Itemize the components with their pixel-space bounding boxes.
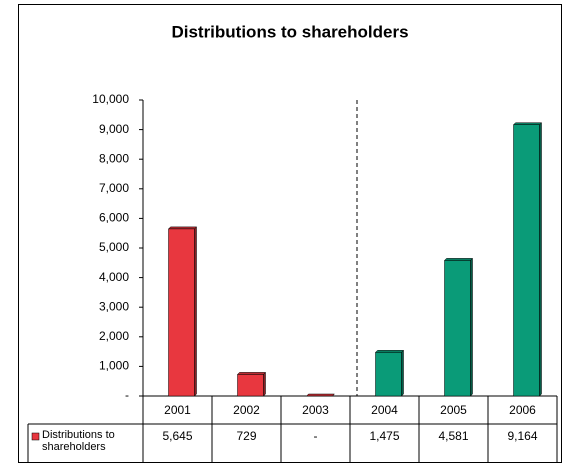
bar-side bbox=[263, 371, 266, 397]
bar bbox=[237, 374, 264, 397]
bar bbox=[513, 124, 540, 397]
y-tick-label: 10,000 bbox=[92, 92, 129, 106]
table-value: - bbox=[314, 429, 318, 443]
bar bbox=[444, 260, 471, 397]
y-tick-label: 1,000 bbox=[99, 359, 129, 373]
y-tick-label: 9,000 bbox=[99, 122, 129, 136]
y-tick-label: 7,000 bbox=[99, 181, 129, 195]
bar-side bbox=[539, 122, 542, 397]
x-tick-label: 2001 bbox=[164, 403, 191, 417]
bar-top bbox=[236, 372, 267, 375]
legend-label: Distributions to shareholders bbox=[42, 429, 115, 453]
table-value: 4,581 bbox=[438, 429, 468, 443]
bar-top bbox=[374, 350, 405, 353]
y-tick-label: - bbox=[125, 388, 129, 402]
x-tick-label: 2002 bbox=[233, 403, 260, 417]
table-value: 1,475 bbox=[369, 429, 399, 443]
bar-top bbox=[305, 393, 336, 397]
y-tick-label: 8,000 bbox=[99, 151, 129, 165]
bar-side bbox=[470, 257, 473, 397]
y-tick-label: 5,000 bbox=[99, 240, 129, 254]
x-tick-label: 2005 bbox=[440, 403, 467, 417]
bar-top bbox=[167, 226, 198, 230]
y-tick-label: 3,000 bbox=[99, 299, 129, 313]
chart-title: Distributions to shareholders bbox=[171, 22, 408, 41]
x-tick-label: 2003 bbox=[302, 403, 329, 417]
y-tick-label: 4,000 bbox=[99, 270, 129, 284]
bar bbox=[168, 228, 195, 397]
x-tick-label: 2006 bbox=[509, 403, 536, 417]
table-value: 729 bbox=[236, 429, 256, 443]
bar bbox=[375, 352, 402, 397]
y-tick-label: 6,000 bbox=[99, 211, 129, 225]
chart-frame bbox=[18, 4, 562, 463]
bar-side bbox=[401, 349, 404, 397]
legend-swatch bbox=[31, 432, 40, 441]
table-value: 9,164 bbox=[507, 429, 537, 443]
bar-top bbox=[512, 122, 543, 125]
x-tick-label: 2004 bbox=[371, 403, 398, 417]
bar-top bbox=[443, 258, 474, 261]
bar-side bbox=[194, 226, 197, 397]
y-tick-label: 2,000 bbox=[99, 329, 129, 343]
table-value: 5,645 bbox=[162, 429, 192, 443]
